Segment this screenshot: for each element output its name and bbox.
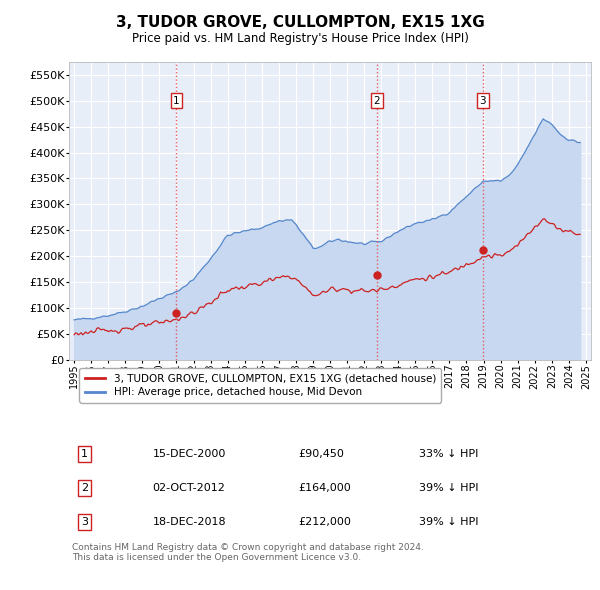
Text: 3: 3 bbox=[81, 517, 88, 527]
Text: 39% ↓ HPI: 39% ↓ HPI bbox=[419, 483, 478, 493]
Text: 3: 3 bbox=[479, 96, 486, 106]
Text: 2: 2 bbox=[374, 96, 380, 106]
Text: Price paid vs. HM Land Registry's House Price Index (HPI): Price paid vs. HM Land Registry's House … bbox=[131, 32, 469, 45]
Text: Contains HM Land Registry data © Crown copyright and database right 2024.
This d: Contains HM Land Registry data © Crown c… bbox=[71, 543, 424, 562]
Legend: 3, TUDOR GROVE, CULLOMPTON, EX15 1XG (detached house), HPI: Average price, detac: 3, TUDOR GROVE, CULLOMPTON, EX15 1XG (de… bbox=[79, 368, 442, 402]
Text: 1: 1 bbox=[81, 449, 88, 459]
Text: 33% ↓ HPI: 33% ↓ HPI bbox=[419, 449, 478, 459]
Text: 3, TUDOR GROVE, CULLOMPTON, EX15 1XG: 3, TUDOR GROVE, CULLOMPTON, EX15 1XG bbox=[116, 15, 484, 30]
Text: 39% ↓ HPI: 39% ↓ HPI bbox=[419, 517, 478, 527]
Text: 2: 2 bbox=[81, 483, 88, 493]
Text: 15-DEC-2000: 15-DEC-2000 bbox=[152, 449, 226, 459]
Text: 18-DEC-2018: 18-DEC-2018 bbox=[152, 517, 226, 527]
Text: £164,000: £164,000 bbox=[299, 483, 352, 493]
Text: 02-OCT-2012: 02-OCT-2012 bbox=[152, 483, 226, 493]
Text: £90,450: £90,450 bbox=[299, 449, 344, 459]
Text: 1: 1 bbox=[173, 96, 180, 106]
Text: £212,000: £212,000 bbox=[299, 517, 352, 527]
